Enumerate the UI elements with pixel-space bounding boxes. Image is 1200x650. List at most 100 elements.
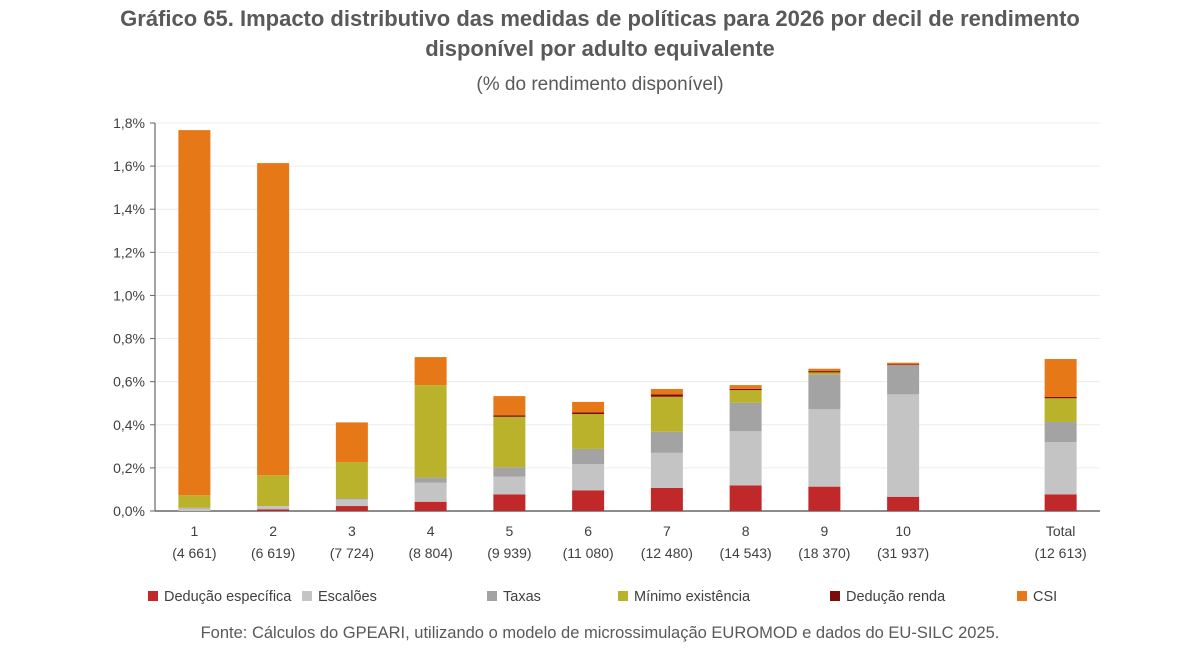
bar-segment-dedução-renda bbox=[1044, 396, 1077, 399]
bar-segment-dedução-renda bbox=[808, 371, 841, 373]
bar-segment-mínimo-existência bbox=[493, 416, 526, 468]
legend-label: Dedução renda bbox=[846, 589, 946, 605]
x-tick-income: (8 804) bbox=[408, 545, 452, 561]
legend-label: Mínimo existência bbox=[634, 589, 751, 605]
bar-segment-taxas bbox=[178, 507, 211, 509]
x-tick-label: 9 bbox=[820, 523, 828, 539]
bar-segment-taxas bbox=[493, 467, 526, 477]
bar-segment-csi bbox=[414, 357, 447, 386]
bar-segment-csi bbox=[335, 422, 368, 463]
bar-segment-escalões bbox=[1044, 442, 1077, 495]
x-tick-label: Total bbox=[1046, 523, 1076, 539]
legend-swatch bbox=[148, 591, 158, 601]
x-tick-label: 2 bbox=[269, 523, 277, 539]
legend-label: Dedução específica bbox=[164, 589, 292, 605]
legend-label: Escalões bbox=[318, 589, 377, 605]
bar-segment-escalões bbox=[493, 476, 526, 495]
bar-segment-mínimo-existência bbox=[729, 390, 762, 403]
x-tick-income: (14 543) bbox=[720, 545, 772, 561]
y-tick-label: 1,8% bbox=[113, 115, 145, 131]
y-tick-label: 1,6% bbox=[113, 158, 145, 174]
y-tick-label: 0,6% bbox=[113, 374, 145, 390]
bar-segment-dedução-específica bbox=[257, 509, 290, 511]
x-tick-income: (9 939) bbox=[487, 545, 531, 561]
bar-segment-taxas bbox=[887, 365, 920, 395]
legend-swatch bbox=[487, 591, 497, 601]
bar-segment-csi bbox=[650, 388, 683, 395]
bar-segment-dedução-específica bbox=[414, 501, 447, 511]
bar-segment-escalões bbox=[729, 431, 762, 486]
x-tick-income: (11 080) bbox=[563, 545, 614, 561]
y-tick-label: 0,2% bbox=[113, 460, 145, 476]
x-tick-label: 3 bbox=[348, 523, 356, 539]
legend-label: CSI bbox=[1033, 589, 1057, 605]
bar-segment-dedução-renda bbox=[650, 394, 683, 397]
bar-segment-escalões bbox=[335, 499, 368, 507]
source-note: Fonte: Cálculos do GPEARI, utilizando o … bbox=[200, 624, 1000, 642]
y-tick-label: 1,0% bbox=[113, 287, 145, 303]
y-tick-label: 1,4% bbox=[113, 201, 145, 217]
bar-segment-csi bbox=[178, 130, 211, 496]
bar-segment-escalões bbox=[808, 409, 841, 487]
legend-swatch bbox=[618, 591, 628, 601]
bar-segment-dedução-específica bbox=[335, 506, 368, 511]
x-tick-income: (6 619) bbox=[251, 545, 295, 561]
bar-segment-mínimo-existência bbox=[572, 414, 605, 449]
x-tick-label: 1 bbox=[190, 523, 198, 539]
bar-segment-escalões bbox=[414, 482, 447, 502]
bar-segment-csi bbox=[808, 368, 841, 372]
bar-segment-csi bbox=[257, 163, 290, 476]
bar-segment-taxas bbox=[1044, 421, 1077, 443]
bar-segment-dedução-específica bbox=[1044, 494, 1077, 511]
bar-segment-taxas bbox=[414, 477, 447, 483]
bar-segment-mínimo-existência bbox=[335, 462, 368, 499]
y-tick-label: 0,4% bbox=[113, 417, 145, 433]
bar-segment-dedução-renda bbox=[729, 388, 762, 391]
bar-segment-dedução-específica bbox=[493, 494, 526, 511]
bar-segment-escalões bbox=[257, 506, 290, 510]
bar-segment-taxas bbox=[650, 431, 683, 453]
bar-segment-mínimo-existência bbox=[1044, 398, 1077, 422]
bar-segment-csi bbox=[572, 401, 605, 413]
bar-segment-dedução-específica bbox=[572, 490, 605, 511]
bar-segment-taxas bbox=[808, 374, 841, 410]
bar-segment-csi bbox=[729, 385, 762, 389]
x-tick-label: 10 bbox=[895, 523, 911, 539]
x-tick-income: (31 937) bbox=[877, 545, 929, 561]
chart-title: Gráfico 65. Impacto distributivo das med… bbox=[120, 6, 1080, 61]
bar-segment-csi bbox=[493, 396, 526, 416]
y-tick-label: 1,2% bbox=[113, 244, 145, 260]
y-tick-label: 0,0% bbox=[113, 503, 145, 519]
bar-segment-dedução-específica bbox=[887, 496, 920, 511]
bar-segment-mínimo-existência bbox=[808, 372, 841, 375]
legend-swatch bbox=[1017, 591, 1027, 601]
x-tick-income: (7 724) bbox=[330, 545, 374, 561]
y-tick-label: 0,8% bbox=[113, 331, 145, 347]
bar-segment-escalões bbox=[572, 464, 605, 491]
bar-segment-csi bbox=[1044, 359, 1077, 397]
bar-segment-escalões bbox=[178, 508, 211, 511]
bar-segment-dedução-renda bbox=[493, 415, 526, 417]
bar-segment-taxas bbox=[729, 402, 762, 432]
bar-segment-dedução-renda bbox=[887, 364, 920, 366]
bar-segment-dedução-específica bbox=[808, 486, 841, 511]
legend-label: Taxas bbox=[503, 589, 541, 605]
bar-segment-mínimo-existência bbox=[257, 475, 290, 507]
bar-segment-taxas bbox=[335, 498, 368, 500]
x-tick-income: (12 480) bbox=[641, 545, 693, 561]
x-tick-label: 5 bbox=[505, 523, 513, 539]
bar-segment-csi bbox=[887, 362, 920, 365]
x-tick-income: (12 613) bbox=[1035, 545, 1087, 561]
bar-segment-mínimo-existência bbox=[650, 396, 683, 432]
bar-segment-escalões bbox=[887, 394, 920, 497]
bar-segment-mínimo-existência bbox=[414, 385, 447, 478]
bar-segment-dedução-específica bbox=[729, 485, 762, 511]
x-tick-label: 4 bbox=[427, 523, 435, 539]
bar-segment-dedução-específica bbox=[650, 487, 683, 511]
legend-swatch bbox=[830, 591, 840, 601]
legend-swatch bbox=[302, 591, 312, 601]
bar-segment-taxas bbox=[572, 448, 605, 465]
chart-subtitle: (% do rendimento disponível) bbox=[476, 74, 724, 95]
bar-segment-escalões bbox=[650, 452, 683, 488]
